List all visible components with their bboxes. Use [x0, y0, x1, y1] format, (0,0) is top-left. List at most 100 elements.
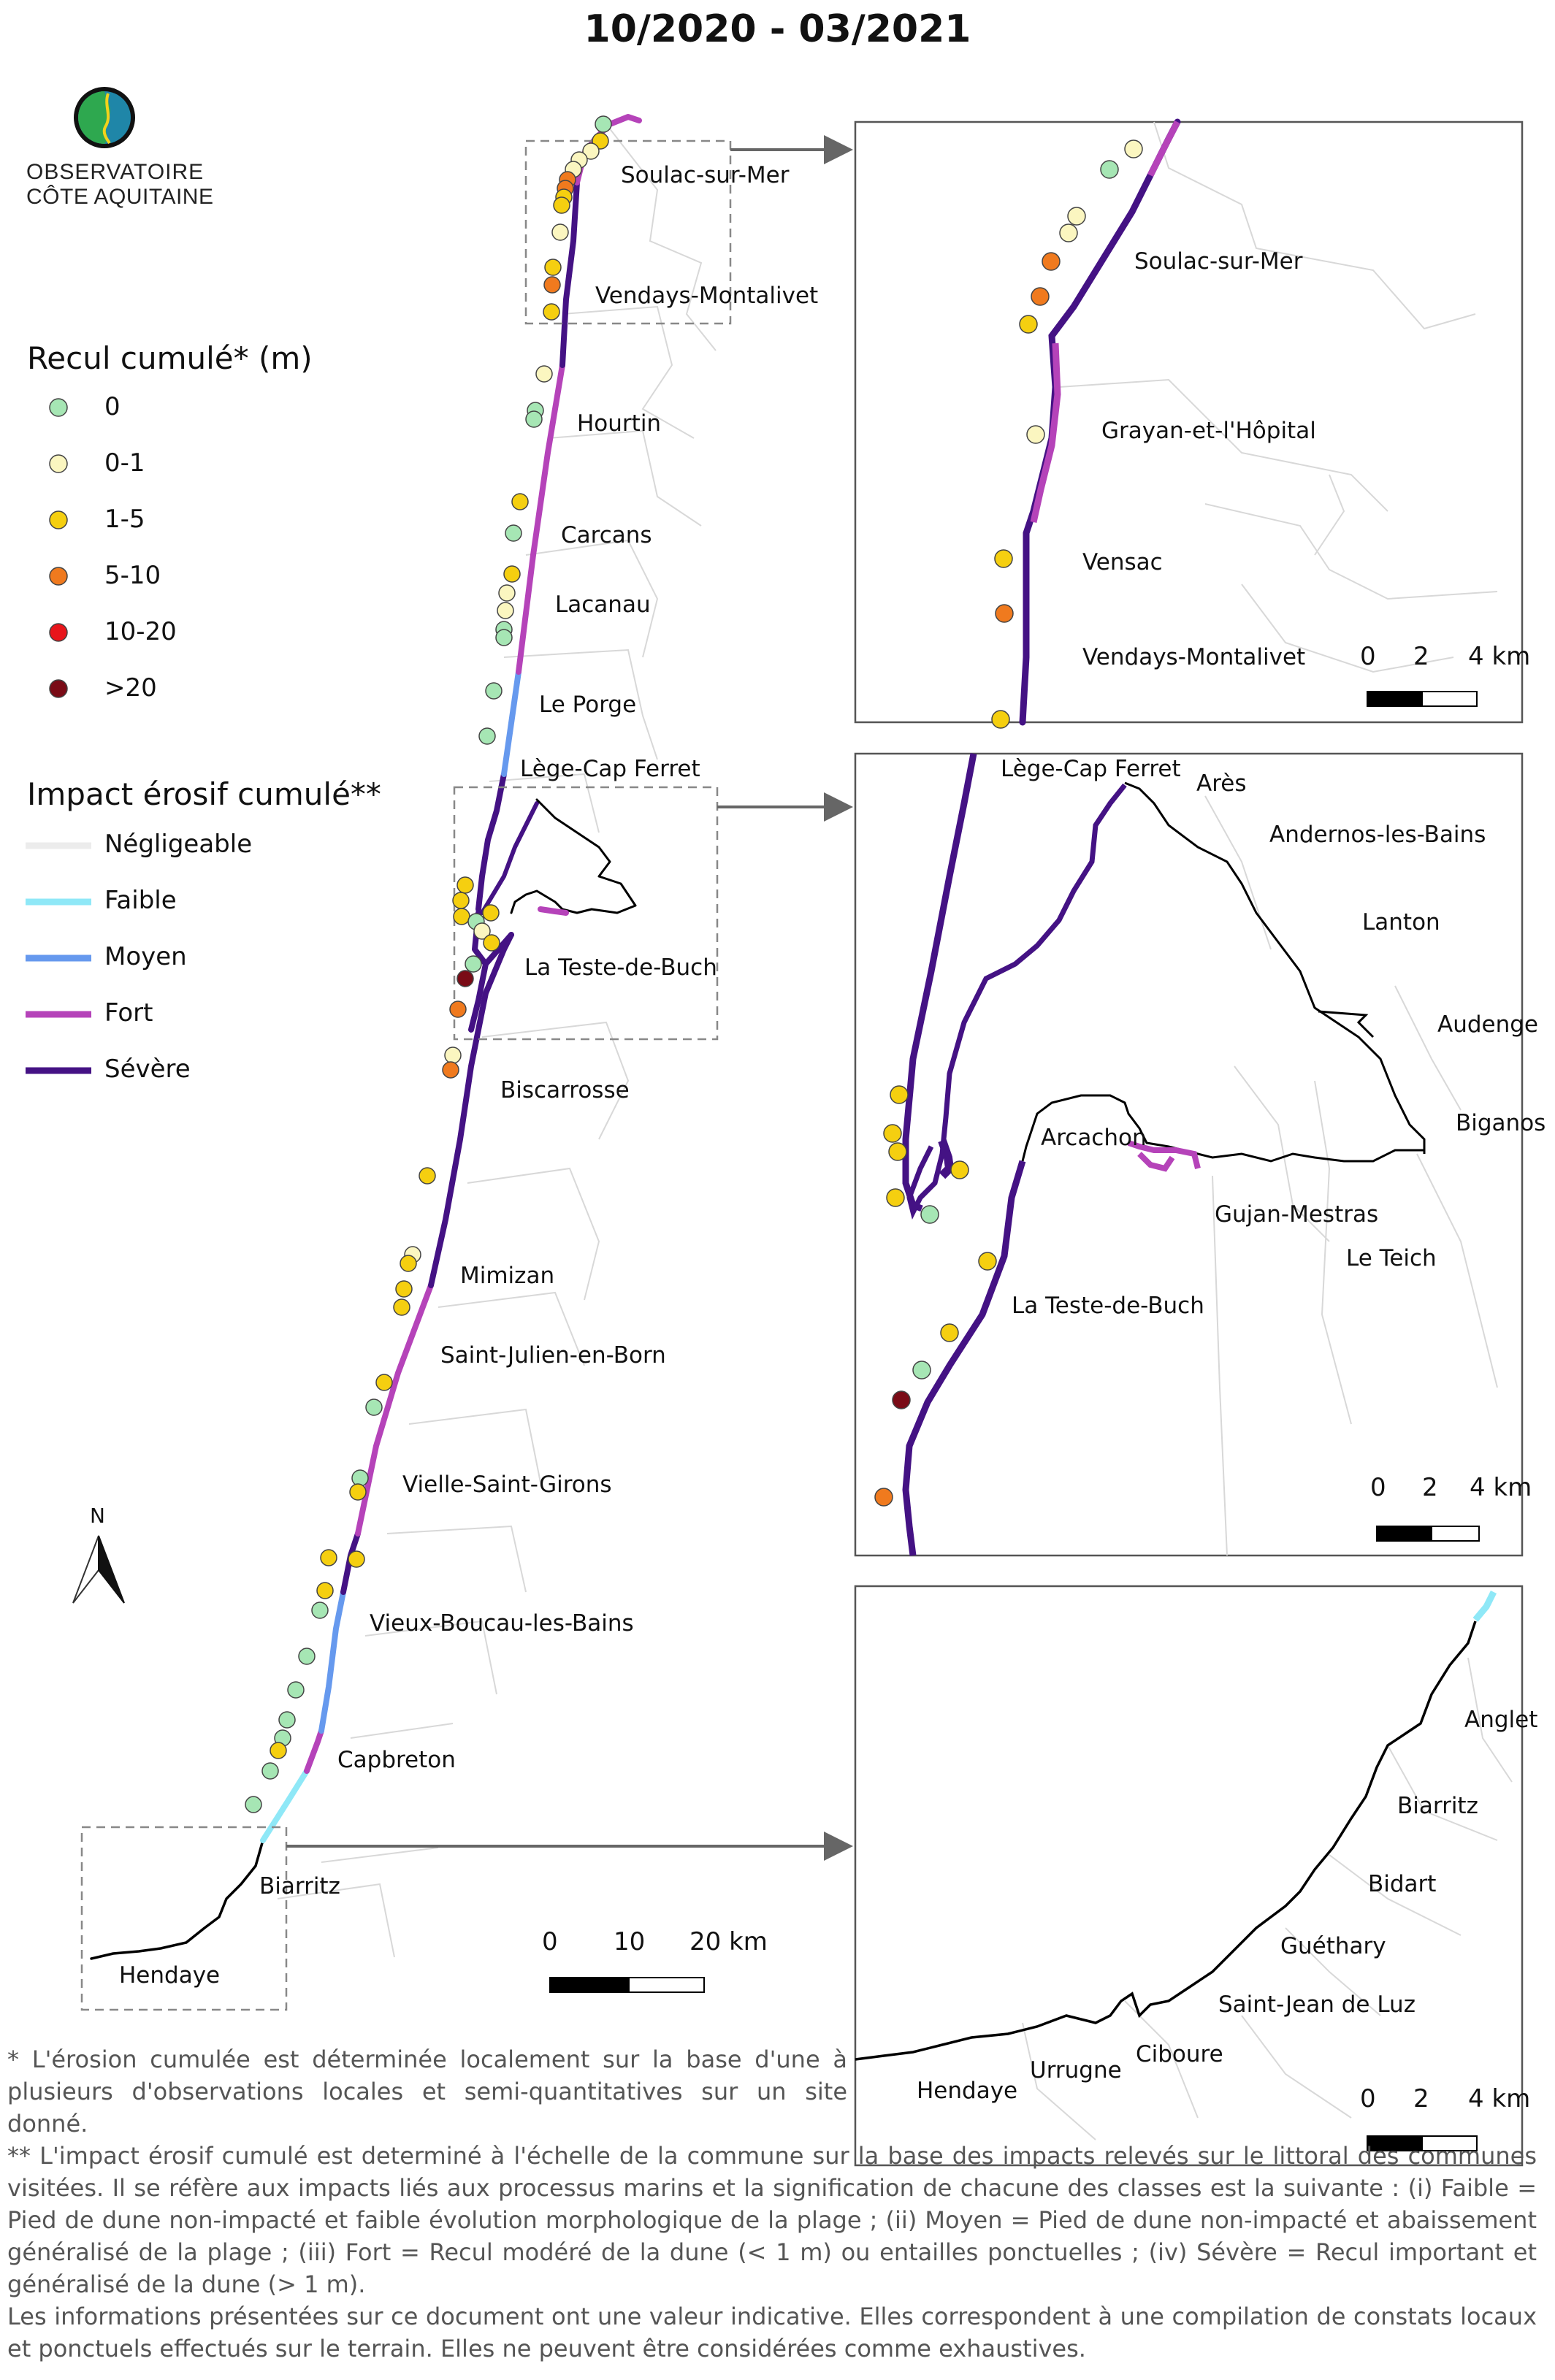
recul-point-1-5 [511, 493, 529, 510]
inset-arrows [286, 135, 853, 1861]
recul-point-1-5 [553, 196, 570, 214]
recul-point-0-1 [473, 922, 491, 940]
inset-north: Soulac-sur-Mer Grayan-et-l'Hôpital Vensa… [854, 118, 1530, 729]
inset-south-place: Anglet [1464, 1707, 1537, 1733]
main-place-label: Capbreton [337, 1747, 456, 1773]
recul-point-0 [365, 1398, 383, 1416]
inset-north-place: Vensac [1082, 549, 1163, 575]
inset-north-scale-label: 4 km [1468, 642, 1530, 671]
legend-impact-label: Moyen [104, 942, 187, 971]
recul-point-1-5 [483, 934, 500, 952]
recul-point-0 [495, 629, 513, 646]
recul-point-1-5 [456, 876, 474, 894]
recul-point-0 [465, 955, 482, 973]
legend-impact-label: Sévère [104, 1055, 191, 1084]
inset-south-place: Saint-Jean de Luz [1218, 1991, 1415, 2018]
recul-point-5-10 [995, 604, 1014, 623]
recul-point-0-1 [1059, 223, 1078, 242]
logo-text-line2: CÔTE AQUITAINE [26, 185, 214, 209]
recul-point-1-5 [544, 259, 562, 276]
recul-point-0 [920, 1205, 939, 1224]
recul-point-0-1 [444, 1046, 462, 1064]
legend-recul-label: 0-1 [104, 448, 145, 478]
inset-frames-main [80, 139, 732, 2011]
inset-south-place: Ciboure [1136, 2041, 1223, 2067]
map-title: 10/2020 - 03/2021 [584, 7, 971, 51]
recul-point-10-20 [49, 623, 68, 642]
recul-point-0 [1100, 160, 1119, 179]
recul-point-5-10 [874, 1488, 893, 1507]
recul-point-0-1 [1124, 139, 1143, 158]
inset-south: Anglet Biarritz Bidart Guéthary Saint-Je… [854, 1585, 1537, 2167]
recul-point-0 [478, 727, 496, 745]
north-label: N [90, 1504, 105, 1528]
footnote-disclaimer: Les informations présentées sur ce docum… [7, 2303, 1537, 2362]
inset-arcachon-place: La Teste-de-Buch [1012, 1293, 1204, 1319]
recul-point-0 [287, 1681, 305, 1699]
main-place-label: Biscarrosse [500, 1077, 630, 1103]
inset-north-scale-label: 0 [1360, 642, 1376, 671]
main-place-labels: Soulac-sur-Mer Vendays-Montalivet Hourti… [119, 162, 818, 1989]
main-place-label: Lacanau [555, 592, 651, 618]
inset-north-scale-label: 2 [1413, 642, 1429, 671]
recul-point-0-1 [498, 584, 516, 602]
main-place-label: Saint-Julien-en-Born [440, 1342, 666, 1369]
recul-point-0-1 [497, 602, 514, 619]
recul-point-1-5 [49, 510, 68, 529]
legend-symbols [26, 398, 91, 1074]
recul-point-0 [278, 1711, 296, 1729]
main-place-label: Hendaye [119, 1962, 220, 1989]
inset-arcachon-place: Arcachon [1041, 1125, 1147, 1151]
footnote-erosion: * L'érosion cumulée est déterminée local… [7, 2046, 847, 2138]
recul-point-0-1 [582, 142, 600, 160]
main-coastline [90, 114, 642, 1960]
main-scale-label: 10 [614, 1927, 645, 1956]
inset-south-scale-label: 0 [1360, 2084, 1376, 2113]
recul-point-1-5 [886, 1188, 905, 1207]
recul-point-0 [525, 410, 543, 428]
recul-point-1-5 [452, 892, 470, 909]
main-place-label: Carcans [561, 522, 652, 548]
recul-point-gt20 [49, 679, 68, 698]
footnotes: * L'érosion cumulée est déterminée local… [7, 2043, 1537, 2365]
main-scale-label: 0 [542, 1927, 558, 1956]
inset-south-place: Bidart [1368, 1871, 1436, 1897]
main-place-label: Mimizan [460, 1263, 554, 1289]
recul-point-1-5 [419, 1167, 436, 1185]
north-arrow-icon: N [72, 1504, 125, 1604]
inset-arcachon: Lège-Cap Ferret Arès Andernos-les-Bains … [854, 752, 1546, 1557]
main-place-label: Le Porge [539, 692, 636, 718]
recul-point-0 [912, 1361, 931, 1380]
inset-arcachon-place: Biganos [1456, 1110, 1546, 1136]
main-place-label: Vieux-Boucau-les-Bains [370, 1610, 634, 1637]
legend-recul-label: >20 [104, 673, 157, 703]
recul-point-5-10 [543, 276, 561, 294]
inset-arcachon-place: Lège-Cap Ferret [1001, 756, 1181, 782]
legend-recul-label: 1-5 [104, 505, 145, 534]
logo-text-line1: OBSERVATOIRE [26, 160, 205, 184]
legend-recul-label: 0 [104, 392, 121, 421]
inset-south-place: Hendaye [917, 2078, 1017, 2104]
recul-point-0-1 [551, 223, 569, 241]
recul-point-1-5 [270, 1742, 287, 1759]
inset-arcachon-scale-label: 0 [1370, 1473, 1386, 1502]
recul-point-1-5 [890, 1085, 909, 1104]
recul-point-1-5 [883, 1124, 902, 1143]
inset-arcachon-place: Andernos-les-Bains [1269, 822, 1486, 848]
recul-point-5-10 [49, 567, 68, 586]
legend-recul-title: Recul cumulé* (m) [27, 340, 313, 376]
legend-recul-label: 5-10 [104, 561, 161, 590]
inset-north-place: Soulac-sur-Mer [1134, 248, 1303, 275]
recul-point-1-5 [1019, 315, 1038, 334]
inset-arcachon-place: Arès [1196, 770, 1247, 797]
recul-point-0-1 [1026, 425, 1045, 444]
recul-point-5-10 [1042, 252, 1061, 271]
inset-south-place: Urrugne [1030, 2057, 1122, 2084]
main-map-points [245, 115, 612, 1813]
recul-point-1-5 [393, 1298, 410, 1316]
footnote-impact: ** L'impact érosif cumulé est determiné … [7, 2142, 1537, 2298]
legend-impact-label: Fort [104, 998, 153, 1028]
inset-north-place: Vendays-Montalivet [1082, 644, 1305, 670]
inset-north-place: Grayan-et-l'Hôpital [1101, 418, 1316, 444]
main-place-label: Vielle-Saint-Girons [402, 1472, 612, 1498]
